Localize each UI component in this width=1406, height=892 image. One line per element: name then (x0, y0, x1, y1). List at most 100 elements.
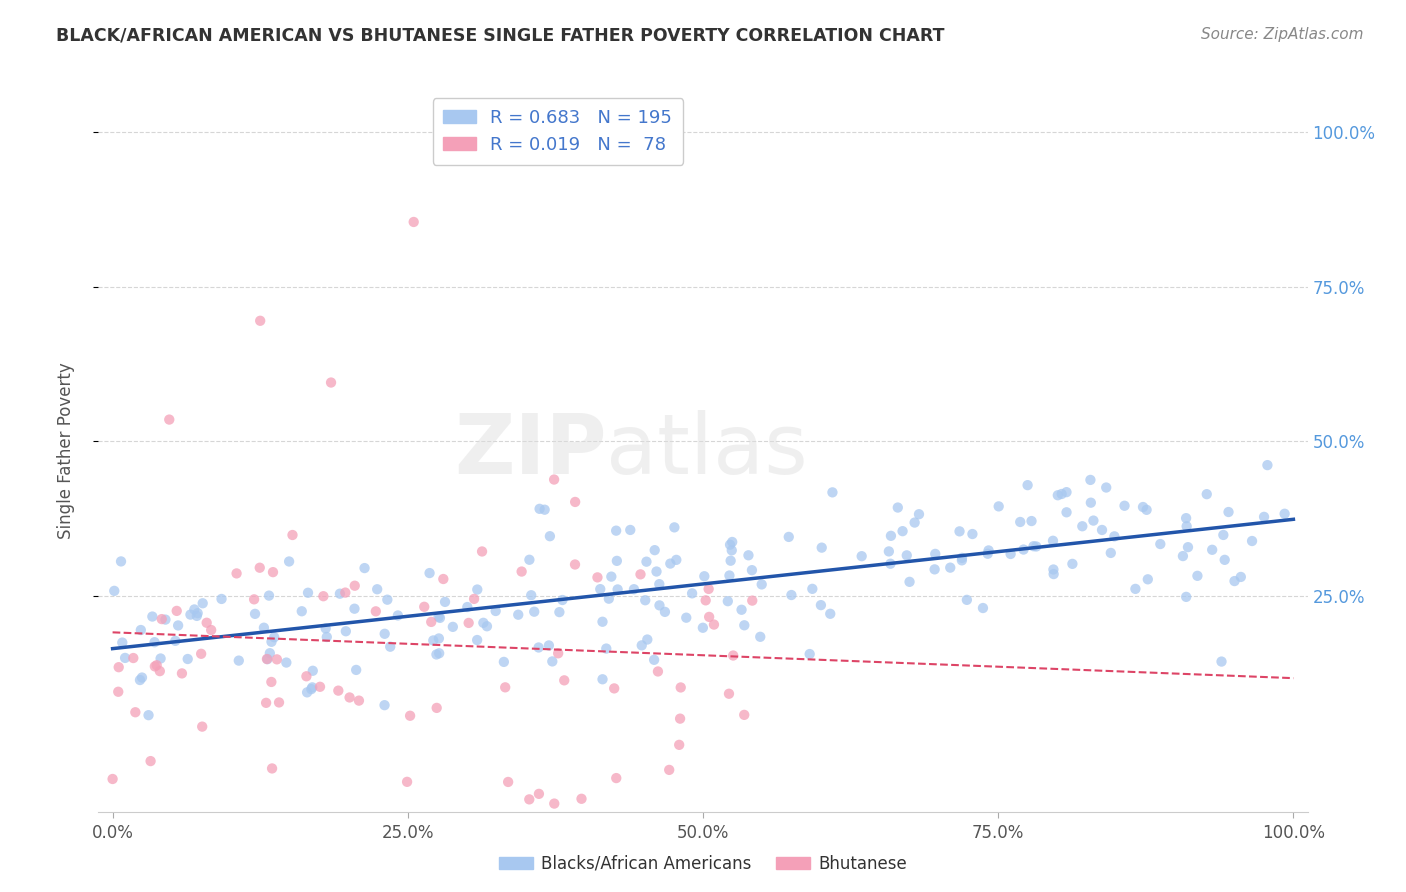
Text: BLACK/AFRICAN AMERICAN VS BHUTANESE SINGLE FATHER POVERTY CORRELATION CHART: BLACK/AFRICAN AMERICAN VS BHUTANESE SING… (56, 27, 945, 45)
Point (131, 671, 153, 685)
Point (278, 554, 301, 568)
Point (1218, 505, 1240, 519)
Point (1080, 496, 1102, 510)
Point (266, 652, 288, 666)
Point (647, 665, 669, 679)
Point (312, 589, 335, 603)
Point (718, 568, 741, 582)
Point (517, 792, 540, 806)
Point (301, 681, 323, 695)
Point (165, 633, 187, 648)
Point (605, 771, 627, 785)
Point (741, 563, 763, 577)
Point (259, 646, 281, 660)
Point (485, 604, 508, 618)
Point (441, 620, 464, 634)
Point (1000, 547, 1022, 561)
Point (419, 566, 441, 580)
Point (692, 621, 714, 635)
Point (1256, 458, 1278, 472)
Point (492, 655, 515, 669)
Point (344, 663, 367, 677)
Point (669, 681, 692, 695)
Point (465, 633, 488, 648)
Point (598, 591, 620, 606)
Point (543, 797, 565, 811)
Point (799, 647, 821, 661)
Point (977, 543, 1000, 558)
Point (681, 586, 703, 600)
Legend: R = 0.683   N = 195, R = 0.019   N =  78: R = 0.683 N = 195, R = 0.019 N = 78 (433, 98, 683, 165)
Text: atlas: atlas (606, 410, 808, 491)
Point (880, 529, 903, 543)
Point (1114, 499, 1136, 513)
Point (1071, 519, 1094, 533)
Point (496, 775, 519, 789)
Point (1046, 488, 1069, 502)
Point (315, 622, 337, 636)
Point (703, 617, 725, 632)
Point (665, 553, 688, 567)
Point (183, 602, 205, 616)
Point (195, 615, 218, 630)
Point (353, 561, 375, 575)
Point (592, 673, 614, 687)
Point (533, 502, 555, 516)
Point (623, 582, 645, 597)
Point (908, 507, 931, 521)
Point (508, 607, 530, 622)
Point (107, 660, 129, 674)
Point (1274, 507, 1296, 521)
Point (950, 550, 973, 565)
Point (475, 619, 498, 633)
Point (249, 314, 271, 328)
Point (257, 589, 280, 603)
Point (427, 646, 450, 660)
Point (494, 681, 516, 695)
Point (851, 549, 873, 564)
Point (529, 501, 551, 516)
Point (648, 577, 671, 591)
Point (977, 547, 1000, 561)
Point (636, 632, 658, 647)
Point (166, 604, 188, 618)
Point (891, 524, 914, 538)
Point (644, 543, 666, 558)
Point (1080, 473, 1102, 487)
Point (1136, 572, 1159, 586)
Point (543, 473, 565, 487)
Point (1095, 481, 1118, 495)
Point (463, 591, 485, 606)
Point (592, 615, 614, 629)
Point (254, 696, 277, 710)
Point (243, 607, 266, 621)
Point (1213, 553, 1236, 567)
Point (107, 685, 129, 699)
Point (186, 608, 208, 623)
Point (366, 582, 388, 597)
Point (427, 609, 450, 624)
Point (654, 605, 676, 619)
Point (717, 594, 740, 608)
Point (664, 520, 686, 534)
Point (1212, 528, 1234, 542)
Point (1211, 655, 1233, 669)
Point (243, 592, 266, 607)
Point (157, 412, 180, 426)
Point (675, 610, 697, 624)
Point (519, 553, 541, 567)
Point (426, 701, 449, 715)
Point (527, 640, 550, 655)
Point (263, 630, 285, 644)
Point (634, 593, 657, 607)
Point (291, 604, 314, 618)
Point (260, 634, 283, 648)
Point (380, 640, 402, 654)
Point (605, 524, 627, 538)
Point (329, 587, 352, 601)
Point (1022, 539, 1045, 553)
Point (124, 705, 146, 719)
Point (129, 623, 152, 637)
Point (339, 690, 361, 705)
Point (630, 567, 652, 582)
